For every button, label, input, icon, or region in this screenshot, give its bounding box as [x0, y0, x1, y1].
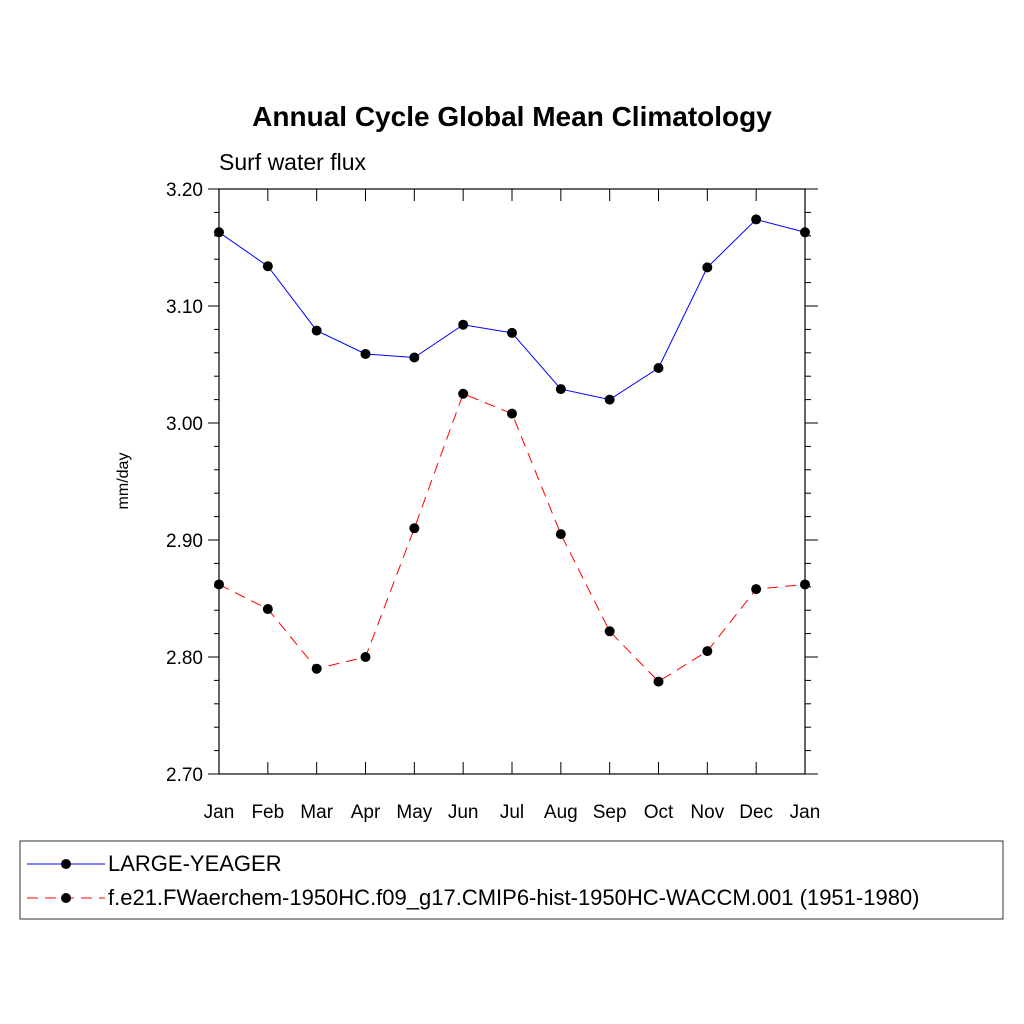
y-tick-label: 2.70 [166, 765, 203, 786]
series-1-point [800, 579, 810, 590]
y-axis-label: mm/day [115, 453, 132, 510]
series-1-point [604, 626, 615, 637]
y-tick-label: 3.10 [166, 297, 203, 318]
series-0-point [360, 348, 371, 359]
x-tick-label: Jun [448, 802, 479, 823]
chart-title: Annual Cycle Global Mean Climatology [252, 101, 772, 132]
series-1-point [653, 676, 664, 687]
chart-subtitle: Surf water flux [219, 149, 366, 175]
series-0-point [751, 214, 762, 225]
series-0-point [702, 262, 713, 273]
series-line-0 [218, 218, 806, 401]
legend-marker-1 [61, 893, 71, 903]
series-1-point [507, 408, 517, 419]
x-tick-label: May [396, 802, 432, 823]
series-0-point [507, 327, 517, 338]
series-line-1 [218, 393, 806, 683]
series-1-point [214, 579, 224, 590]
series-1-point [555, 529, 566, 540]
legend-marker-0 [61, 859, 71, 869]
series-0-point [458, 319, 469, 330]
legend-box [19, 840, 1004, 920]
y-tick-label: 2.90 [166, 531, 203, 552]
series-0-point [409, 352, 420, 363]
series-0-point [800, 227, 810, 238]
series-1-point [262, 604, 273, 615]
series-1-point [751, 584, 762, 595]
x-tick-label: Apr [351, 802, 381, 823]
x-tick-label: Oct [644, 802, 674, 823]
x-tick-label: Jan [790, 802, 821, 823]
series-0-point [555, 384, 566, 395]
series-1-point [458, 388, 469, 399]
x-tick-label: Nov [690, 802, 724, 823]
x-tick-label: Jan [204, 802, 235, 823]
plot-frame [218, 188, 806, 775]
legend-items [27, 859, 105, 903]
series-0-point [653, 363, 664, 374]
series-0-point [214, 227, 224, 238]
series-0-point [262, 261, 273, 272]
x-tick-label: Mar [300, 802, 333, 823]
y-tick-label: 3.20 [166, 180, 203, 201]
y-tick-label: 2.80 [166, 648, 203, 669]
series-1-point [702, 646, 713, 657]
legend: LARGE-YEAGER f.e21.FWaerchem-1950HC.f09_… [19, 840, 1004, 920]
x-tick-label: Jul [500, 802, 524, 823]
series-layer [214, 214, 810, 687]
legend-label-waccm: f.e21.FWaerchem-1950HC.f09_g17.CMIP6-his… [108, 885, 920, 910]
legend-label-large-yeager: LARGE-YEAGER [108, 851, 282, 876]
series-1-point [360, 652, 371, 662]
x-tick-label: Dec [739, 802, 773, 823]
series-0-point [311, 325, 322, 336]
series-0-point [604, 394, 615, 405]
series-1-point [311, 663, 322, 674]
axis-ticks: 2.70 2.80 2.90 3.00 3.10 3.20 Jan Feb Mar Apr May J… [166, 180, 820, 823]
x-tick-label: Aug [544, 802, 578, 823]
x-tick-label: Feb [251, 802, 284, 823]
x-tick-label: Sep [593, 802, 627, 823]
series-1-point [409, 523, 420, 534]
y-tick-label: 3.00 [166, 414, 203, 435]
